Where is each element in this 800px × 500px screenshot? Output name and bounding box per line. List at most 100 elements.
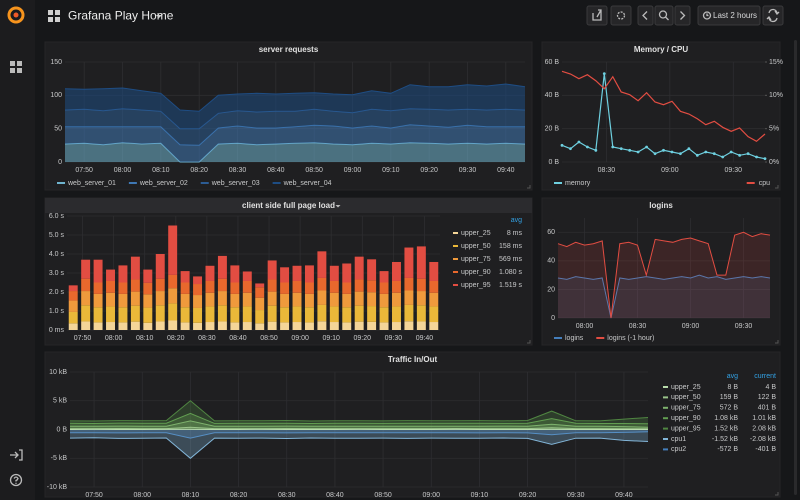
panel-title[interactable]: server requests (259, 45, 319, 54)
series-line (64, 83, 526, 112)
point (670, 150, 674, 154)
legend-label[interactable]: upper_90 (671, 415, 701, 422)
panel-header-hover (45, 198, 532, 213)
share-button[interactable] (586, 5, 608, 26)
legend-label[interactable]: logins (-1 hour) (607, 335, 654, 342)
bar-segment (81, 278, 91, 292)
legend-label[interactable]: web_server_01 (67, 180, 116, 187)
bar-segment (354, 321, 364, 330)
bar-segment (230, 322, 240, 330)
bar-segment (392, 322, 401, 330)
y-tick-label: 5 kB (53, 398, 67, 405)
legend-label[interactable]: web_server_04 (283, 180, 332, 187)
point (662, 148, 665, 152)
zoom-out-button[interactable] (654, 5, 674, 26)
scrollbar[interactable] (794, 40, 797, 495)
refresh-button[interactable] (762, 5, 784, 26)
bar-segment (367, 259, 377, 281)
sign-in-icon[interactable] (10, 449, 23, 461)
panel (541, 197, 781, 346)
bar-segment (404, 304, 414, 322)
bar-segment (81, 291, 91, 306)
panel-title[interactable]: logins (649, 201, 673, 210)
legend-value: -1.52 kB (712, 436, 738, 443)
legend-value: 4 B (765, 384, 776, 391)
bar-segment (68, 323, 78, 330)
series-line (69, 400, 649, 422)
y-tick-label: 150 (50, 59, 62, 66)
legend-value: 1.519 s (499, 282, 522, 289)
bar-segment (280, 322, 290, 330)
y-tick-label: 1.0 s (49, 308, 65, 315)
bar-segment (193, 295, 203, 308)
legend-label[interactable]: cpu2 (671, 446, 686, 453)
area-fill (65, 142, 525, 162)
help-icon[interactable] (9, 473, 23, 487)
legend-label[interactable]: upper_75 (671, 405, 701, 412)
area-fill (65, 84, 525, 129)
legend-value: 1.080 s (499, 269, 522, 276)
grafana-logo[interactable] (7, 6, 25, 24)
y-tick-label: 2.0 s (49, 289, 65, 296)
legend-value: 8 B (727, 384, 738, 391)
legend-column-header[interactable]: avg (727, 373, 738, 380)
point (653, 152, 657, 156)
legend-label[interactable]: upper_95 (461, 282, 491, 289)
back-button[interactable] (637, 5, 654, 26)
bar-segment (416, 321, 426, 330)
resize-handle (775, 340, 779, 344)
time-picker[interactable] (697, 5, 761, 26)
dashboards-icon[interactable] (10, 61, 22, 73)
bar-segment (93, 282, 103, 294)
legend-label[interactable]: upper_50 (671, 394, 701, 401)
legend-label[interactable]: cpu1 (671, 436, 686, 443)
legend-label[interactable]: memory (565, 180, 591, 187)
legend-label[interactable]: upper_50 (461, 243, 491, 250)
legend-column-header[interactable]: avg (511, 217, 522, 224)
legend-label[interactable]: web_server_02 (139, 180, 188, 187)
legend-label[interactable]: upper_95 (671, 425, 701, 432)
settings-button[interactable] (610, 5, 632, 26)
x-tick-label: 09:20 (420, 167, 438, 174)
y2-tick-label: 10% (769, 92, 783, 99)
area-fill (70, 400, 648, 430)
bar-segment (416, 246, 426, 279)
bar-segment (292, 322, 302, 330)
point (636, 150, 640, 154)
bar-segment (168, 288, 178, 304)
title-caret[interactable] (156, 15, 162, 18)
time-range[interactable]: Last 2 hours (713, 11, 757, 20)
x-tick-label: 09:00 (682, 323, 700, 330)
legend-label[interactable]: upper_25 (461, 230, 491, 237)
x-tick-label: 08:10 (136, 335, 154, 342)
legend-label[interactable]: upper_25 (671, 384, 701, 391)
bar-segment (404, 321, 414, 330)
legend-label[interactable]: cpu (759, 180, 770, 187)
bar-segment (81, 259, 91, 279)
panel-title[interactable]: client side full page load (242, 201, 335, 210)
legend-label[interactable]: upper_90 (461, 269, 491, 276)
bar-segment (205, 280, 215, 293)
panel-title[interactable]: Memory / CPU (634, 45, 688, 54)
series-line (69, 420, 649, 428)
bar-segment (304, 293, 314, 308)
bar-segment (367, 292, 377, 307)
legend-label[interactable]: web_server_03 (211, 180, 260, 187)
bar-segment (342, 322, 352, 330)
x-tick-label: 08:40 (267, 167, 285, 174)
resize-handle (775, 185, 779, 189)
bar-segment (106, 292, 115, 307)
x-tick-label: 08:50 (305, 167, 323, 174)
y-tick-label: 6.0 s (49, 213, 65, 220)
x-tick-label: 08:00 (114, 167, 132, 174)
legend-column-header[interactable]: current (754, 373, 776, 380)
bar-segment (143, 282, 153, 295)
panel-title[interactable]: Traffic In/Out (388, 355, 438, 364)
forward-button[interactable] (674, 5, 691, 26)
bar-segment (329, 306, 339, 323)
legend-label[interactable]: logins (565, 335, 584, 342)
dashboard-title[interactable]: Grafana Play Home (68, 9, 174, 23)
legend-label[interactable]: upper_75 (461, 256, 491, 263)
y-tick-label: -5 kB (51, 455, 68, 462)
legend-value: 159 B (720, 394, 739, 401)
